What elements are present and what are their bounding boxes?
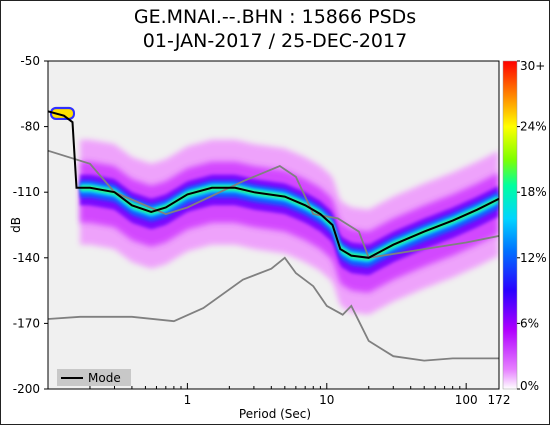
density-hotspot-core [52,109,73,118]
x-axis-label: Period (Sec) [239,407,311,421]
y-axis-label: dB [9,217,23,233]
chart-title: GE.MNAI.--.BHN : 15866 PSDs [133,6,417,28]
colorbar-tick-label: 24% [520,120,547,134]
reference-noise-line [48,256,499,362]
colorbar-tick-label: 6% [520,316,539,330]
x-tick-label: 1 [184,393,192,407]
x-tick-label: 172 [488,393,511,407]
mode-line [48,110,499,259]
y-tick-label: -110 [13,185,40,199]
y-tick-label: -170 [13,316,40,330]
legend-label-mode: Mode [88,371,121,385]
y-tick-label: -50 [20,54,40,68]
x-tick-label: 10 [319,393,334,407]
colorbar-tick-label: 18% [520,185,547,199]
y-tick-label: -140 [13,251,40,265]
colorbar-tick-label: 30+ [520,59,545,73]
chart-subtitle: 01-JAN-2017 / 25-DEC-2017 [142,30,408,52]
y-tick-label: -200 [13,382,40,396]
x-tick-label: 100 [455,393,478,407]
psd-density [50,106,499,315]
colorbar-tick-label: 12% [520,251,547,265]
y-tick-label: -80 [20,120,40,134]
colorbar-tick-label: 0% [520,379,539,393]
plot-border [47,60,500,390]
colorbar [502,60,518,390]
legend-box [57,369,131,386]
reference-noise-line [48,149,499,259]
legend: Mode [57,369,131,386]
